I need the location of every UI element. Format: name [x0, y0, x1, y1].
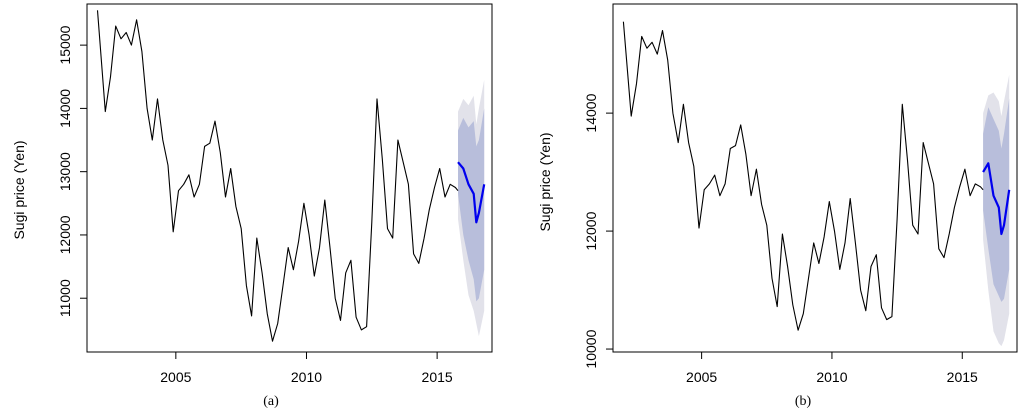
y-tick-label: 13000 [57, 152, 73, 191]
forecast-line [457, 161, 486, 224]
chart-panel-b: Sugi price (Yen) (b) 2005 2010 2015 10000 12… [537, 3, 1018, 409]
panel-caption: (b) [795, 394, 812, 409]
x-tick-label: 2005 [686, 369, 717, 385]
y-axis-label: Sugi price (Yen) [537, 132, 553, 231]
x-tick-label: 2015 [947, 369, 978, 385]
plot-frame [612, 3, 1018, 353]
chart-panel-a: Sugi price (Yen) (a) 2005 2010 2015 11000 12… [11, 3, 493, 409]
y-tick-label: 14000 [583, 93, 599, 132]
forecast-band-80 [458, 108, 485, 302]
y-tick-label: 14000 [57, 89, 73, 128]
y-axis-label: Sugi price (Yen) [11, 140, 27, 239]
x-tick-label: 2010 [816, 369, 847, 385]
x-tick-label: 2010 [291, 369, 322, 385]
x-tick-label: 2015 [422, 369, 453, 385]
y-tick-label: 10000 [583, 329, 599, 368]
y-tick-label: 12000 [57, 215, 73, 254]
panel-caption: (a) [263, 394, 279, 409]
y-tick-label: 11000 [57, 279, 73, 317]
y-tick-label: 15000 [57, 25, 73, 64]
y-tick-label: 12000 [583, 211, 599, 250]
history-line [96, 10, 459, 342]
x-tick-label: 2005 [160, 369, 191, 385]
history-line [622, 21, 984, 331]
plot-frame [86, 3, 493, 353]
forecast-line [982, 162, 1011, 236]
